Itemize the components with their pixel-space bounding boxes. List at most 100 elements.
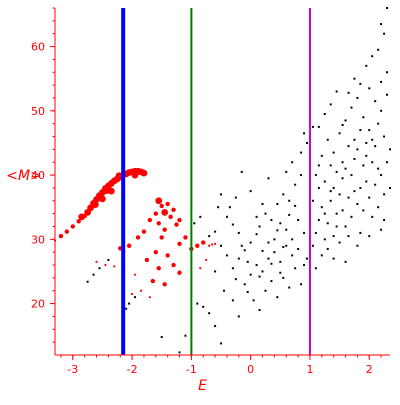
data-point [273,238,276,241]
data-point [329,164,332,167]
data-point [294,267,297,270]
data-point [314,174,317,177]
data-point [347,145,350,148]
data-point [258,275,261,278]
data-point [279,260,282,263]
x-tick-label: 2 [366,363,373,376]
data-point [107,258,110,261]
data-point [285,228,288,231]
axes [54,8,390,356]
data-point [303,132,306,135]
data-point [368,129,371,132]
data-point [261,270,264,273]
data-point [162,282,167,287]
data-point [202,305,205,308]
data-point [356,148,359,151]
data-point [195,243,200,248]
data-point [130,292,134,296]
data-point [314,267,317,270]
data-point [344,260,347,263]
data-point [171,207,176,212]
data-point [70,224,75,229]
data-point [165,201,170,207]
data-point [297,219,300,222]
data-point [320,206,323,209]
data-point [214,230,217,233]
data-point [276,296,279,299]
data-point [347,196,350,199]
data-point [374,183,377,186]
data-point [389,148,391,151]
data-point [341,177,344,180]
data-point [178,351,181,354]
data-point [115,172,123,180]
data-point [374,145,377,148]
vertical-lines [121,8,311,355]
data-point [76,219,81,224]
data-point [329,103,332,106]
data-point [234,278,237,281]
data-point [291,238,294,241]
y-tick-label: 20 [31,298,45,311]
data-point [338,193,341,196]
data-point [288,286,291,289]
data-point [320,254,323,257]
data-point [359,231,362,234]
data-point [255,215,258,218]
data-point [317,219,320,222]
data-point [258,309,261,312]
data-point [332,186,335,189]
data-point [282,276,285,279]
data-point [161,208,169,216]
data-point [82,214,87,219]
data-point [356,96,359,99]
data-point [220,342,223,345]
x-tick-label: 0 [247,363,254,376]
data-point [177,217,182,223]
data-point [383,193,386,196]
data-point [211,243,214,246]
data-point [98,267,101,270]
data-point [193,222,196,225]
data-point [225,215,228,218]
data-point [380,80,383,83]
data-point [326,222,329,225]
data-point [234,196,237,199]
data-point [359,129,362,132]
data-point [359,186,362,189]
data-point [240,170,243,173]
data-point [165,253,170,258]
data-point [386,71,389,74]
data-point [329,190,332,193]
data-point [332,257,335,260]
data-point [356,244,359,247]
data-point [174,222,179,227]
data-point [267,257,270,260]
data-point [323,238,326,241]
data-point [294,183,297,186]
data-point [353,190,356,193]
data-point [261,249,264,252]
data-point [159,235,164,240]
data-point [311,125,314,128]
data-point [261,202,264,205]
data-point [326,247,329,250]
data-point [231,223,234,226]
data-point [332,235,335,238]
data-point [323,212,326,215]
data-point [380,109,383,112]
data-point [353,77,356,80]
data-point [365,64,368,67]
data-point [58,233,64,239]
data-point [148,296,151,299]
data-point [359,82,362,85]
data-point [300,174,303,177]
data-point [371,138,374,141]
data-point [196,302,199,305]
data-point [231,267,234,270]
labels: E <M> [6,168,207,394]
x-tick-label: -2 [127,363,138,376]
data-point [282,193,285,196]
